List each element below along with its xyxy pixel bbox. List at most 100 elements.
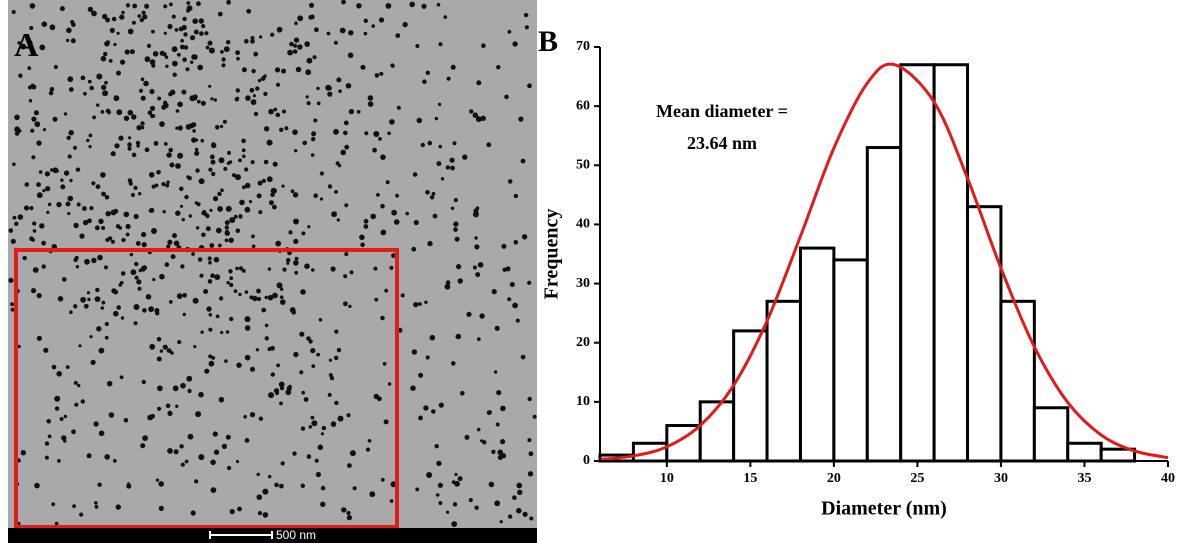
particle [523,12,529,18]
particle [215,227,222,234]
particle [280,461,285,466]
particle [54,406,60,411]
particle [54,521,59,526]
particle [396,105,401,110]
particle [158,505,164,511]
particle [438,144,443,149]
particle [17,344,21,349]
particle [479,313,485,319]
particle [192,18,198,25]
particle [101,84,107,91]
particle [272,161,278,167]
particle [249,87,255,93]
particle [88,133,93,138]
particle [162,344,168,350]
particle [151,184,156,189]
particle [138,192,142,196]
particle [311,136,316,142]
particle [434,116,439,121]
particle [148,306,155,313]
particle [188,214,192,218]
particle [73,304,78,309]
particle [440,177,445,181]
particle [199,273,204,278]
particle [333,128,339,135]
particle [228,237,234,243]
y-tick-label: 60 [576,98,590,113]
particle [159,273,165,280]
particle [343,274,348,279]
particle [198,178,205,185]
particle [141,231,147,238]
particle [270,345,275,351]
particle [244,438,250,443]
particle [31,155,36,160]
particle [529,516,534,521]
particle [156,170,161,175]
particle [318,318,323,322]
particle [105,17,110,23]
particle [208,327,213,332]
particle [205,226,211,232]
particle [241,268,246,273]
particle [387,382,392,386]
particle [142,308,147,313]
particle [10,302,15,307]
particle [258,416,264,421]
particle [225,434,231,440]
particle [429,334,436,341]
particle [175,210,181,216]
particle [112,458,117,463]
particle [497,455,503,460]
particle [210,487,217,493]
plot: 0 10 20 30 40 50 60 70 10 15 20 25 30 35 40 [576,39,1175,486]
particle [415,44,420,48]
particle [57,296,64,302]
particle [491,449,496,454]
particle [500,405,506,412]
particle [136,144,140,148]
particle [410,385,416,392]
particle [295,66,302,73]
particle [274,67,281,73]
particle [198,454,205,461]
particle [363,18,368,23]
particle [311,268,315,272]
particle [102,13,108,20]
particle [36,335,43,341]
particle [238,266,243,271]
particle [72,145,78,150]
particle [49,87,55,92]
particle [411,349,418,355]
particle [108,59,113,63]
particle [528,451,534,457]
particle [306,454,312,459]
particle [281,184,285,188]
x-tick-label: 20 [827,471,841,486]
particle [494,500,501,507]
particle [180,264,185,269]
annotation: 23.64 nm [687,133,757,153]
particle [78,344,82,348]
y-tick-label: 50 [576,158,590,173]
particle [12,162,16,167]
particle [338,89,342,93]
particle [246,8,252,14]
particle [226,465,232,471]
particle [520,158,526,164]
particle [234,97,239,102]
particle [14,221,19,226]
particle [284,126,289,131]
particle [294,270,299,275]
particle [452,502,458,507]
particle [208,260,212,265]
particle [139,17,144,23]
particle [84,258,90,265]
particle [111,288,117,294]
particle [267,267,272,271]
particle [127,146,132,151]
particle [286,261,290,265]
particle [208,47,215,54]
x-tick-label: 15 [743,471,757,486]
particle [198,391,204,398]
